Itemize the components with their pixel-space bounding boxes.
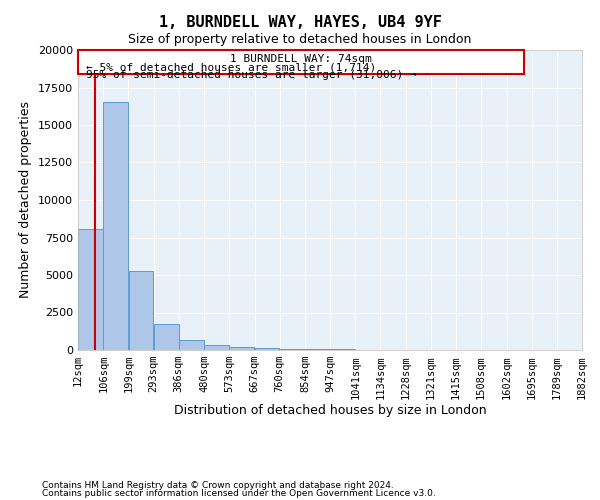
- Bar: [254, 348, 280, 350]
- Y-axis label: Number of detached properties: Number of detached properties: [19, 102, 32, 298]
- Bar: [154, 324, 179, 350]
- Text: Contains HM Land Registry data © Crown copyright and database right 2024.: Contains HM Land Registry data © Crown c…: [42, 480, 394, 490]
- Bar: [305, 349, 330, 350]
- Bar: [103, 102, 128, 350]
- Bar: [204, 345, 229, 350]
- FancyBboxPatch shape: [78, 50, 524, 74]
- Bar: [229, 347, 254, 350]
- Text: 1 BURNDELL WAY: 74sqm: 1 BURNDELL WAY: 74sqm: [230, 54, 371, 64]
- Text: Size of property relative to detached houses in London: Size of property relative to detached ho…: [128, 32, 472, 46]
- Text: ← 5% of detached houses are smaller (1,714): ← 5% of detached houses are smaller (1,7…: [86, 62, 376, 72]
- Bar: [179, 340, 204, 350]
- Text: Contains public sector information licensed under the Open Government Licence v3: Contains public sector information licen…: [42, 489, 436, 498]
- Bar: [78, 228, 103, 350]
- Bar: [280, 349, 305, 350]
- Bar: [128, 270, 154, 350]
- Text: 1, BURNDELL WAY, HAYES, UB4 9YF: 1, BURNDELL WAY, HAYES, UB4 9YF: [158, 15, 442, 30]
- X-axis label: Distribution of detached houses by size in London: Distribution of detached houses by size …: [173, 404, 487, 417]
- Text: 95% of semi-detached houses are larger (31,006) →: 95% of semi-detached houses are larger (…: [86, 70, 417, 80]
